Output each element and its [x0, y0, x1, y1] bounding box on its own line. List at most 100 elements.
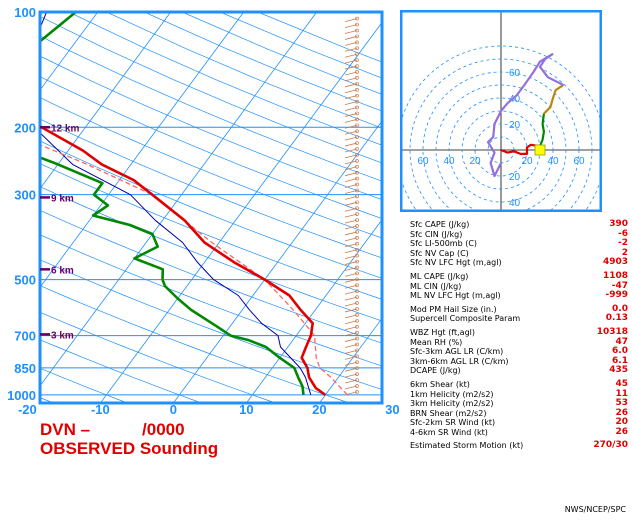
wind-barb-point [355, 194, 359, 199]
param-row: Supercell Composite Param 0.13 [410, 314, 632, 324]
dry-adiabat-line [181, 12, 382, 95]
isotherm-line [40, 12, 99, 91]
wind-barb [344, 373, 358, 378]
temperature-tick-label: 10 [239, 402, 253, 417]
dry-adiabat-line [40, 234, 382, 367]
wind-barb-point [355, 182, 359, 187]
wind-barb-point [355, 135, 359, 139]
param-label: 1km Helicity (m2/s2) [410, 389, 494, 399]
param-label: 6km Shear (kt) [410, 379, 470, 389]
isotherm-line [392, 12, 400, 403]
wind-barb-point [355, 52, 359, 57]
wind-barb-point [355, 164, 359, 169]
dry-adiabat-line [40, 259, 382, 390]
param-label: 3km Helicity (m2/s2) [410, 399, 494, 409]
wind-barb [344, 391, 358, 396]
param-row: 1km Helicity (m2/s2) 11 [410, 389, 632, 400]
plot-area [40, 12, 400, 403]
param-row: Sfc CAPE (J/kg) 390 [410, 219, 632, 230]
hodograph: 202020204040404060606060 [400, 10, 602, 212]
param-label: Sfc-2km SR Wind (kt) [410, 418, 496, 428]
wind-barb [344, 261, 358, 265]
wind-barbs [344, 16, 359, 396]
wind-barb [344, 30, 358, 34]
param-row: BRN Shear (m2/s2) 26 [410, 407, 632, 419]
param-row: Sfc CIN (J/kg) -6 [410, 229, 632, 240]
wind-barb-point [355, 188, 359, 193]
param-row: Sfc LI-500mb (C) -2 [410, 239, 632, 249]
wind-barb-point [355, 236, 359, 240]
isotherm-line [40, 12, 172, 190]
storm-motion-marker [534, 144, 546, 156]
hodograph-ring-label: 40 [509, 94, 521, 105]
wind-barb-point [355, 372, 359, 376]
param-row: Sfc-3km AGL LR (C/km) 6.0 [410, 347, 632, 357]
wind-barb-point [355, 16, 359, 21]
hodograph-ring-label: 60 [573, 156, 585, 167]
wind-barb [344, 350, 358, 354]
param-row: 3km Helicity (m2/s2) 53 [410, 398, 632, 409]
pressure-tick-label: 100 [14, 5, 36, 20]
wind-barb-point [355, 111, 359, 116]
wind-barb [344, 59, 358, 64]
wind-barb-point [355, 81, 359, 86]
wind-barb-point [355, 230, 359, 234]
pressure-tick-label: 200 [14, 120, 36, 135]
wind-barb [344, 225, 358, 230]
isotherm-line [246, 219, 382, 403]
wind-barb-point [355, 342, 359, 347]
hodograph-ring [409, 58, 593, 210]
dry-adiabat-line [144, 12, 382, 112]
hodograph-trace [500, 143, 541, 155]
wind-barb-point [355, 218, 359, 222]
wind-barb [344, 344, 358, 348]
wind-barb [344, 302, 358, 307]
wind-barb [344, 267, 358, 271]
wind-barb [344, 77, 358, 82]
wind-barb-point [355, 324, 359, 329]
wind-barb [344, 113, 358, 117]
param-value: 2 [621, 247, 628, 258]
hodograph-ring-label: 20 [509, 120, 521, 131]
dry-adiabat-line [40, 35, 382, 182]
wind-barb [344, 320, 358, 325]
wind-barb [344, 148, 358, 153]
wind-barb [344, 367, 358, 372]
hodograph-ring-label: 40 [509, 198, 521, 209]
wind-barb-point [355, 117, 359, 122]
param-value: 270/30 [593, 440, 628, 451]
wind-barb [344, 184, 358, 188]
wind-barb [344, 24, 358, 28]
temperature-profile [40, 12, 327, 396]
param-label: Mod PM Hail Size (in.) [410, 304, 497, 314]
param-value: 45 [615, 378, 628, 389]
wind-barb-point [355, 307, 359, 311]
wind-barb-point [355, 40, 359, 45]
wind-barb-point [355, 390, 359, 394]
temperature-tick-label: 0 [170, 402, 177, 417]
param-label: Supercell Composite Param [410, 314, 521, 324]
param-label: Sfc CAPE (J/kg) [410, 220, 470, 229]
dry-adiabat-line [40, 76, 382, 219]
param-value: 26 [615, 407, 628, 418]
wind-barb [344, 290, 358, 295]
dewpoint-profile [40, 12, 305, 396]
param-row: Sfc-2km SR Wind (kt) 20 [410, 418, 632, 428]
temperature-tick-label: -20 [18, 402, 37, 417]
param-row: 6km Shear (kt) 45 [410, 378, 632, 390]
wind-barb-point [355, 247, 359, 252]
param-label: ML CIN (J/kg) [410, 281, 462, 291]
sounding-title: OBSERVED Sounding [40, 439, 219, 458]
wind-barb [344, 278, 358, 283]
hodograph-ring-label: 60 [417, 156, 429, 167]
hodograph-trace [543, 84, 565, 115]
wind-barb [344, 273, 358, 277]
wind-barb [344, 36, 358, 40]
wind-barb-point [355, 241, 359, 246]
wind-barb-point [355, 224, 359, 228]
param-row: Mean RH (%) 47 [410, 337, 632, 348]
wind-barb [344, 89, 358, 94]
wind-barb-point [355, 22, 359, 27]
wind-barb-point [355, 64, 359, 68]
wind-barb [344, 190, 358, 194]
